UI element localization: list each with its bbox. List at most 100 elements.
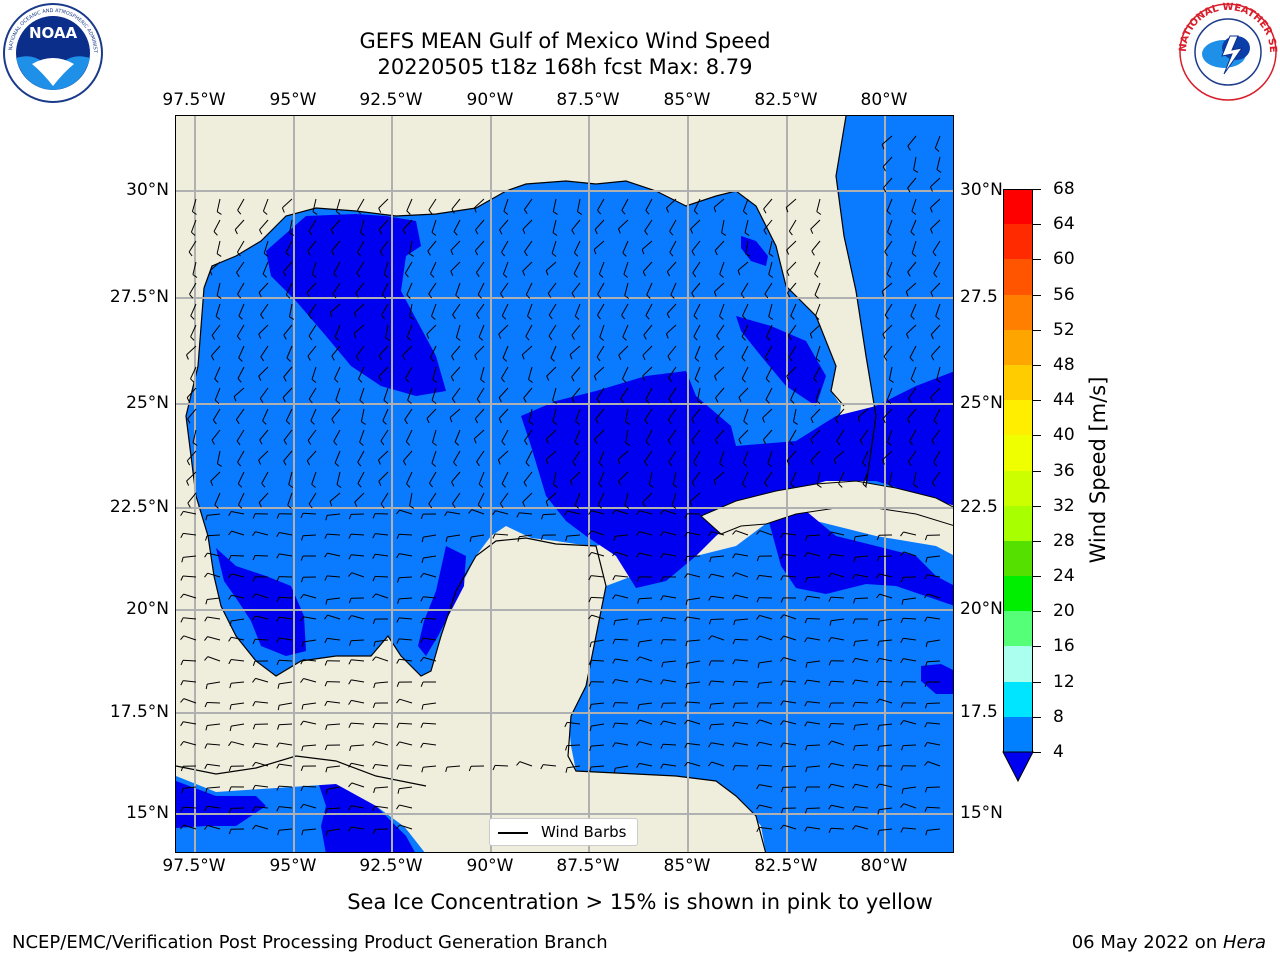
wind-barb xyxy=(888,366,893,380)
wind-barb xyxy=(759,784,773,788)
wind-barb-flag xyxy=(594,229,598,235)
wind-barb xyxy=(429,345,437,358)
wind-barb xyxy=(236,429,245,442)
wind-barb xyxy=(930,282,941,293)
wind-barb xyxy=(567,510,581,515)
colorbar-segment xyxy=(1003,364,1033,401)
wind-barb-flag xyxy=(476,398,481,404)
wind-barb-flag xyxy=(212,419,217,425)
wind-barb xyxy=(450,366,461,378)
wind-barb-flag xyxy=(907,461,912,466)
wind-barb xyxy=(906,324,917,335)
wind-barb xyxy=(785,198,797,208)
wind-barb xyxy=(375,805,389,809)
wind-barb xyxy=(597,198,605,211)
wind-barb-flag xyxy=(528,379,533,383)
wind-barb-flag xyxy=(814,273,819,278)
wind-barb-flag xyxy=(180,593,184,599)
wind-barb-flag xyxy=(372,533,376,539)
wind-barb-flag xyxy=(276,742,280,748)
wind-barb xyxy=(350,722,365,725)
colorbar-tick-label: 68 xyxy=(1053,179,1075,199)
wind-barb xyxy=(591,614,605,620)
wind-barb-flag xyxy=(780,657,784,662)
wind-barb-flag xyxy=(501,441,506,446)
wind-barb-flag xyxy=(451,481,455,487)
wind-barb xyxy=(237,198,245,211)
wind-barb-flag xyxy=(889,379,894,383)
wind-barb-flag xyxy=(404,272,409,278)
wind-barb xyxy=(452,492,461,504)
wind-barb xyxy=(572,450,581,463)
wind-barb xyxy=(306,450,317,462)
wind-barb-flag xyxy=(300,616,304,622)
wind-barb xyxy=(903,658,917,662)
wind-barb-flag xyxy=(553,484,558,488)
wind-barb xyxy=(815,345,821,359)
wind-barb-flag xyxy=(348,782,353,788)
wind-barb xyxy=(279,681,293,685)
wind-barb xyxy=(476,387,485,400)
wind-barb-flag xyxy=(325,599,328,605)
wind-barb xyxy=(711,531,725,536)
wind-barb xyxy=(231,618,245,622)
wind-barb-flag xyxy=(908,398,912,403)
wind-barb-flag xyxy=(348,826,352,832)
wind-barb xyxy=(258,492,269,503)
wind-barb xyxy=(831,783,845,788)
wind-barb xyxy=(933,408,941,421)
wind-barb-flag xyxy=(623,273,629,278)
wind-barb xyxy=(446,765,461,768)
wind-barb xyxy=(207,597,221,600)
wind-barb-flag xyxy=(348,598,352,604)
chart-subtitle: 20220505 t18z 168h fcst Max: 8.79 xyxy=(377,55,753,79)
wind-barb-flag xyxy=(204,616,208,622)
wind-barb-flag xyxy=(719,273,724,278)
wind-barb-flag xyxy=(882,459,885,465)
wind-barb-flag xyxy=(930,228,933,234)
wind-barb-flag xyxy=(882,187,887,193)
wind-barb-flag xyxy=(756,741,760,747)
colorbar-segment xyxy=(1003,470,1033,507)
wind-barb xyxy=(258,324,269,335)
wind-barb xyxy=(211,324,221,336)
wind-barb-flag xyxy=(430,273,435,278)
wind-barb xyxy=(192,429,197,443)
wind-barb xyxy=(878,555,893,557)
wind-barb xyxy=(183,721,197,725)
wind-barb-flag xyxy=(330,229,334,235)
wind-barb xyxy=(501,240,509,253)
wind-barb-flag xyxy=(715,418,719,424)
wind-barb xyxy=(615,658,629,662)
wind-barb xyxy=(474,408,485,420)
wind-barb xyxy=(719,303,725,317)
wind-barb-flag xyxy=(474,418,479,424)
wind-barb xyxy=(903,720,917,725)
wind-barb xyxy=(279,553,293,557)
map-panel[interactable] xyxy=(175,115,954,853)
wind-barb-flag xyxy=(406,483,411,488)
wind-barb-flag xyxy=(180,721,184,727)
colorbar-segment xyxy=(1003,576,1033,613)
wind-barb-flag xyxy=(809,333,813,339)
wind-barb xyxy=(787,282,797,294)
graticule xyxy=(176,116,953,852)
wind-barb-flag xyxy=(180,698,185,703)
wind-barb xyxy=(807,637,821,641)
wind-barb-flag xyxy=(378,355,382,361)
wind-barb-flag xyxy=(684,532,688,537)
wind-barb-flag xyxy=(685,599,688,606)
wind-barb xyxy=(259,429,269,441)
wind-barb-flag xyxy=(684,743,688,749)
wind-barb xyxy=(933,261,941,274)
wind-barb xyxy=(326,723,341,726)
wind-barb xyxy=(786,450,797,461)
wind-barb xyxy=(591,702,605,705)
wind-barb xyxy=(501,303,509,316)
wind-barb-flag xyxy=(310,420,315,425)
wind-barb-flag xyxy=(180,824,184,830)
wind-barb xyxy=(810,408,821,419)
wind-barb xyxy=(255,677,269,683)
wind-barb-flag xyxy=(732,530,737,535)
wind-barb xyxy=(310,408,317,422)
